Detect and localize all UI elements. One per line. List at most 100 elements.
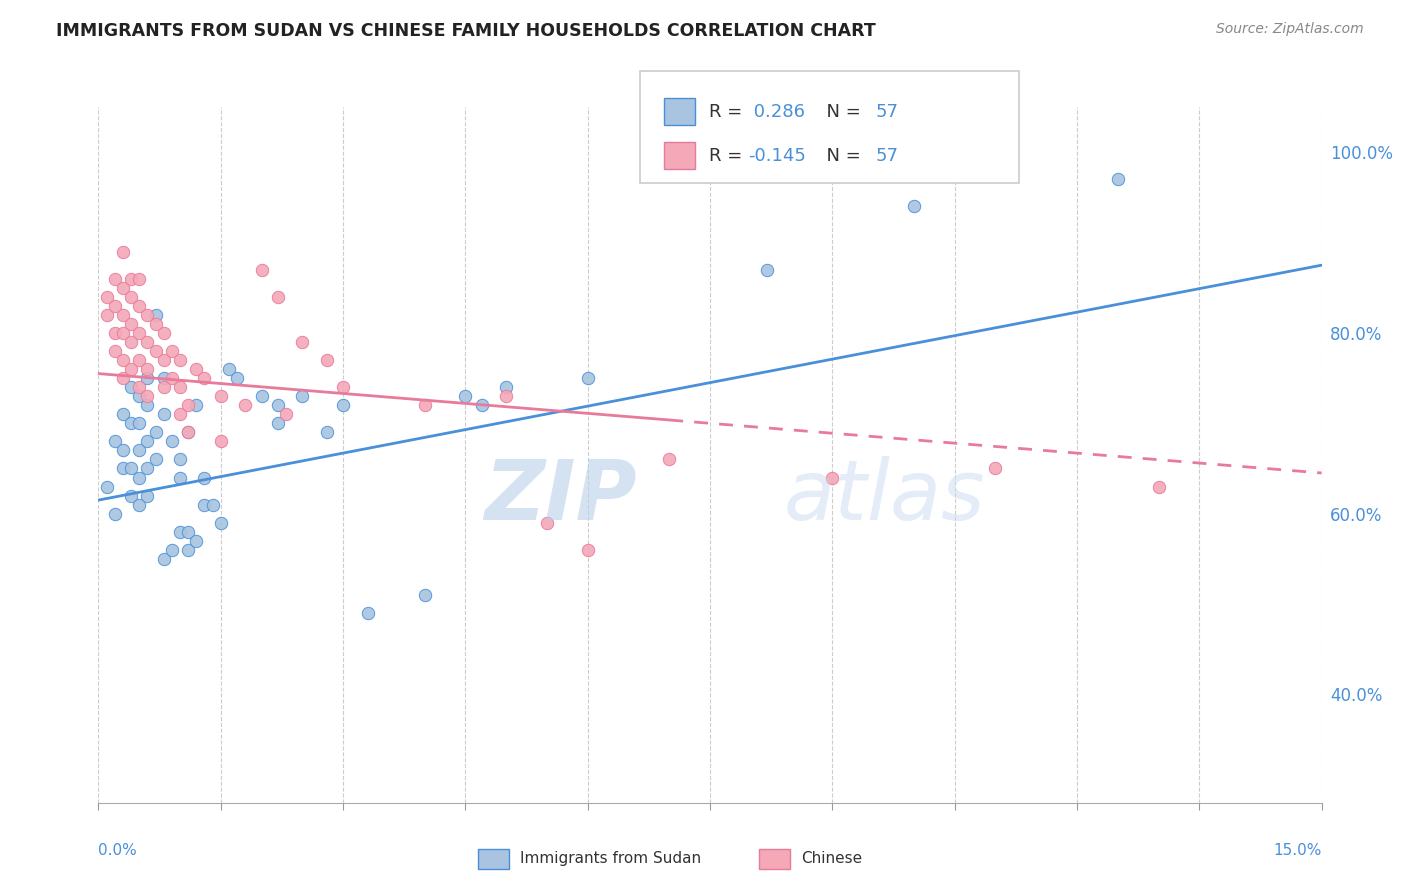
Text: Source: ZipAtlas.com: Source: ZipAtlas.com (1216, 22, 1364, 37)
Text: ZIP: ZIP (484, 456, 637, 537)
Point (128, 380, 150, 394)
Point (413, 398, 436, 412)
Point (128, 498, 150, 512)
Point (209, 516, 232, 530)
Text: R =: R = (709, 103, 748, 120)
Point (104, 507, 127, 521)
Point (111, 353, 134, 368)
Point (104, 326, 127, 340)
Point (145, 317, 167, 331)
Point (233, 398, 256, 412)
Point (250, 389, 273, 403)
Point (152, 380, 174, 394)
Point (177, 542, 200, 557)
Point (136, 461, 159, 475)
Text: 57: 57 (876, 103, 898, 120)
Point (984, 461, 1007, 475)
Text: IMMIGRANTS FROM SUDAN VS CHINESE FAMILY HOUSEHOLDS CORRELATION CHART: IMMIGRANTS FROM SUDAN VS CHINESE FAMILY … (56, 22, 876, 40)
Point (186, 398, 208, 412)
Point (136, 434, 159, 449)
Point (177, 425, 200, 440)
Point (136, 398, 159, 412)
Point (193, 470, 215, 484)
Point (177, 398, 200, 412)
Point (128, 443, 150, 458)
Point (128, 389, 150, 403)
Point (160, 434, 183, 449)
Point (120, 461, 142, 475)
Point (136, 334, 159, 349)
Point (111, 244, 134, 259)
Point (111, 461, 134, 475)
Point (145, 344, 167, 359)
Point (454, 389, 477, 403)
Point (128, 299, 150, 313)
Point (1107, 172, 1129, 186)
Point (250, 262, 273, 277)
Point (413, 588, 436, 602)
Point (315, 425, 337, 440)
Point (136, 389, 159, 403)
Point (821, 470, 844, 484)
Point (267, 290, 290, 304)
Point (96, 290, 118, 304)
Point (332, 380, 354, 394)
Point (111, 443, 134, 458)
Point (152, 371, 174, 385)
Point (152, 326, 174, 340)
Point (267, 398, 290, 412)
Point (152, 353, 174, 368)
Point (193, 371, 215, 385)
Point (96, 308, 118, 322)
Point (209, 434, 232, 449)
Point (120, 271, 142, 285)
Point (128, 271, 150, 285)
Point (576, 371, 599, 385)
Text: Immigrants from Sudan: Immigrants from Sudan (520, 851, 702, 865)
Point (120, 317, 142, 331)
Text: 15.0%: 15.0% (1274, 843, 1322, 858)
Point (576, 542, 599, 557)
Point (201, 498, 224, 512)
Point (128, 417, 150, 431)
Point (471, 398, 494, 412)
Point (332, 398, 354, 412)
Point (186, 533, 208, 548)
Point (169, 380, 191, 394)
Point (128, 353, 150, 368)
Point (536, 516, 558, 530)
Point (160, 371, 183, 385)
Point (1147, 479, 1170, 493)
Point (111, 281, 134, 295)
Point (226, 371, 249, 385)
Text: N =: N = (815, 147, 868, 165)
Point (120, 489, 142, 503)
Point (136, 489, 159, 503)
Point (169, 353, 191, 368)
Point (104, 434, 127, 449)
Point (120, 334, 142, 349)
Point (120, 290, 142, 304)
Text: 0.0%: 0.0% (98, 843, 138, 858)
Text: R =: R = (709, 147, 748, 165)
Point (111, 407, 134, 421)
Point (128, 326, 150, 340)
Point (658, 452, 681, 467)
Point (136, 308, 159, 322)
Point (111, 371, 134, 385)
Text: -0.145: -0.145 (748, 147, 806, 165)
Point (111, 308, 134, 322)
Text: 57: 57 (876, 147, 898, 165)
Point (169, 407, 191, 421)
Y-axis label: Family Households: Family Households (0, 384, 7, 526)
Point (177, 524, 200, 539)
Point (104, 271, 127, 285)
Point (267, 417, 290, 431)
Point (169, 470, 191, 484)
Text: 0.286: 0.286 (748, 103, 806, 120)
Point (274, 407, 297, 421)
Point (152, 551, 174, 566)
Point (495, 380, 517, 394)
Point (756, 262, 779, 277)
Point (160, 542, 183, 557)
